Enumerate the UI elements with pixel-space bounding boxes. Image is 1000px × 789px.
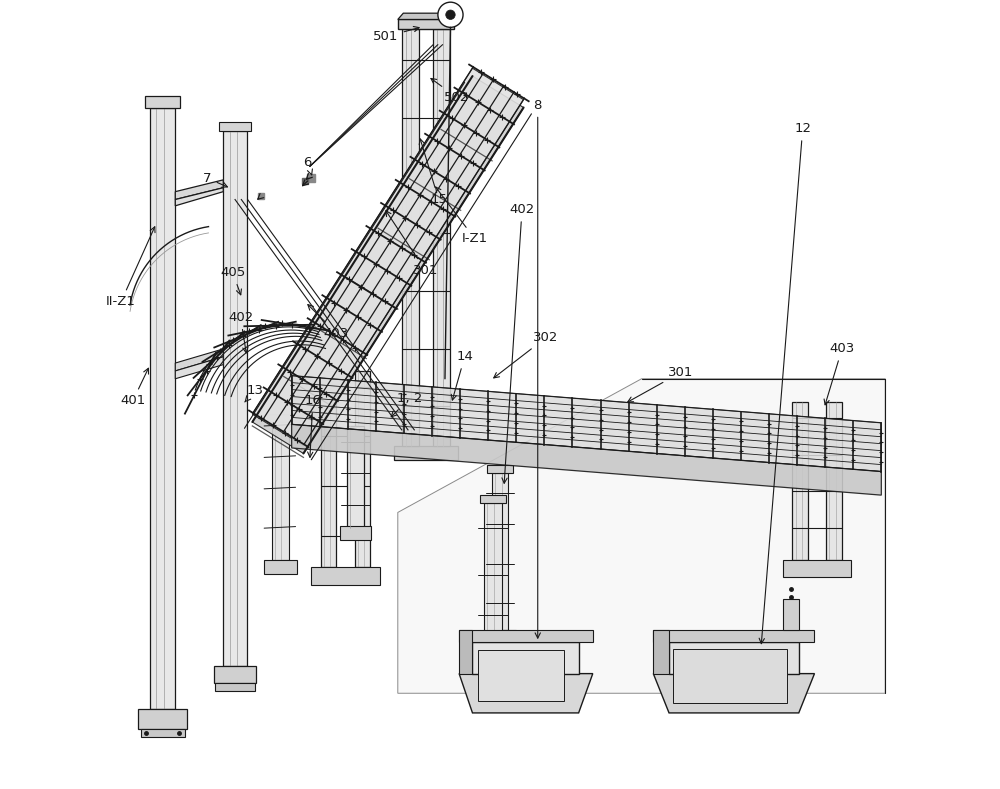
Polygon shape [321, 371, 336, 567]
Polygon shape [459, 630, 472, 674]
Polygon shape [219, 122, 251, 131]
Polygon shape [252, 76, 524, 454]
Polygon shape [653, 630, 669, 674]
Text: 12: 12 [759, 122, 811, 644]
Bar [478, 650, 564, 701]
Polygon shape [175, 180, 223, 200]
Polygon shape [398, 13, 461, 20]
Polygon shape [252, 68, 524, 446]
Polygon shape [472, 642, 579, 674]
Polygon shape [792, 402, 808, 559]
Polygon shape [653, 630, 814, 642]
Polygon shape [459, 674, 593, 713]
Text: 16: 16 [304, 394, 321, 458]
Polygon shape [783, 559, 851, 577]
Text: 14: 14 [451, 350, 473, 400]
Text: 15: 15 [419, 139, 447, 206]
Polygon shape [355, 371, 370, 567]
Circle shape [438, 2, 463, 28]
Text: 402: 402 [502, 204, 535, 483]
Text: 502: 502 [431, 78, 469, 104]
Polygon shape [223, 131, 247, 666]
Polygon shape [402, 29, 419, 446]
Polygon shape [476, 637, 509, 651]
Text: 6: 6 [303, 156, 312, 175]
Bar [347, 426, 364, 528]
Polygon shape [267, 414, 294, 422]
Text: 401: 401 [120, 368, 149, 407]
Circle shape [446, 10, 455, 20]
Polygon shape [398, 20, 454, 29]
Polygon shape [175, 357, 223, 379]
Polygon shape [264, 559, 297, 574]
Text: 1, 2: 1, 2 [391, 392, 422, 417]
Text: II-Z1: II-Z1 [106, 226, 155, 308]
Polygon shape [826, 402, 842, 559]
Polygon shape [669, 642, 799, 674]
Text: 8: 8 [534, 99, 542, 638]
Polygon shape [487, 466, 513, 473]
Polygon shape [145, 95, 180, 107]
Text: 405: 405 [220, 266, 245, 295]
Polygon shape [484, 630, 516, 645]
Polygon shape [459, 630, 593, 642]
Polygon shape [433, 29, 450, 446]
Polygon shape [215, 683, 255, 691]
Text: 301: 301 [386, 211, 438, 277]
Polygon shape [272, 422, 289, 559]
Text: 403: 403 [308, 305, 349, 340]
Text: 302: 302 [494, 331, 558, 378]
Polygon shape [484, 503, 502, 637]
Text: 501: 501 [373, 27, 419, 43]
Bar [673, 649, 787, 703]
Polygon shape [394, 446, 458, 460]
Polygon shape [398, 379, 885, 694]
Polygon shape [141, 729, 185, 736]
Polygon shape [653, 674, 814, 713]
Text: 301: 301 [628, 366, 694, 402]
Polygon shape [292, 376, 881, 472]
Polygon shape [138, 709, 187, 729]
Polygon shape [311, 567, 380, 585]
Text: 13: 13 [245, 384, 263, 402]
Text: 7: 7 [203, 172, 227, 187]
Text: 402: 402 [228, 311, 253, 353]
Bar [783, 599, 799, 630]
Polygon shape [480, 495, 506, 503]
Polygon shape [175, 188, 223, 206]
Text: 403: 403 [824, 342, 855, 405]
Bar [340, 525, 371, 540]
Text: I-Z1: I-Z1 [436, 187, 488, 245]
Polygon shape [214, 666, 256, 683]
Polygon shape [492, 473, 508, 630]
Polygon shape [175, 349, 223, 371]
Polygon shape [292, 424, 881, 495]
Polygon shape [150, 107, 175, 709]
